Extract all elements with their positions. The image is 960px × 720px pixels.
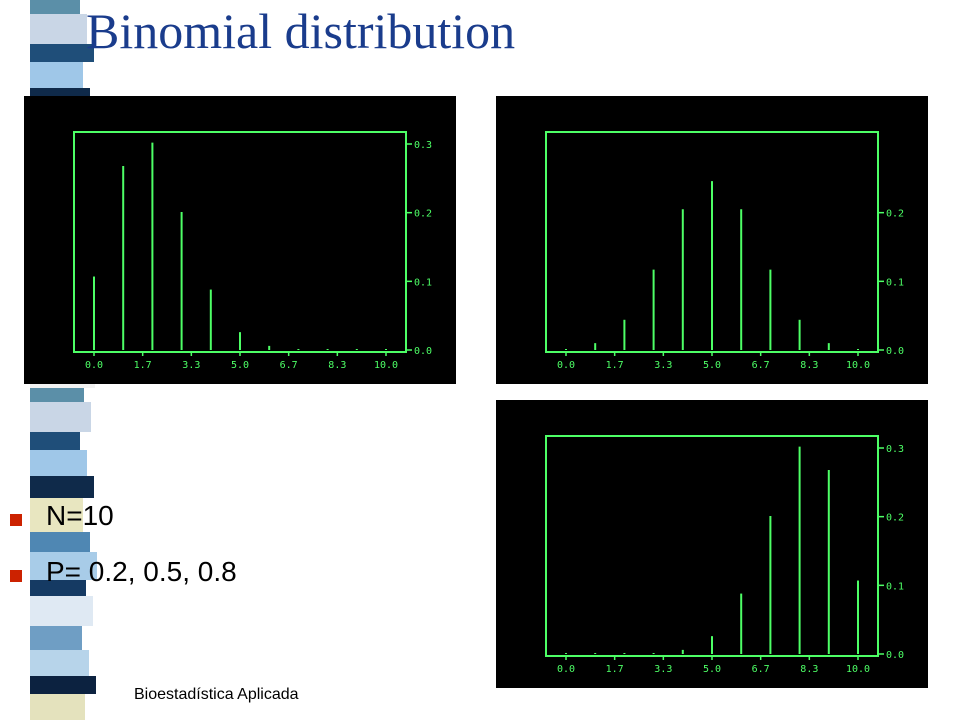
y-tick-label: 0.2 bbox=[414, 209, 432, 220]
chart-panel-p05: 0.0 1.7 3.3 5.0 6.7 8.3 10.0 0.0 0.1 0.2 bbox=[496, 96, 928, 384]
y-tick-label: 0.3 bbox=[886, 444, 904, 455]
y-tick-label: 0.1 bbox=[886, 277, 904, 288]
y-tick-label: 0.2 bbox=[886, 513, 904, 524]
x-tick-label: 10.0 bbox=[374, 360, 398, 371]
chart-panel-p02: 0.0 1.7 3.3 5.0 6.7 8.3 10.0 0.0 0.1 0.2 0.3 bbox=[24, 96, 456, 384]
x-tick-label: 6.7 bbox=[752, 664, 770, 675]
stripe-block bbox=[30, 580, 86, 596]
slide-title: Binomial distribution bbox=[86, 3, 516, 59]
x-tick-label: 6.7 bbox=[752, 360, 770, 371]
stripe-block bbox=[30, 450, 87, 476]
bullet-text-p: P= 0.2, 0.5, 0.8 bbox=[46, 556, 237, 587]
x-tick-label: 8.3 bbox=[800, 360, 818, 371]
y-tick-label: 0.3 bbox=[414, 140, 432, 151]
stripe-block bbox=[30, 402, 91, 432]
y-tick-label: 0.0 bbox=[886, 650, 904, 661]
y-tick-label: 0.2 bbox=[886, 209, 904, 220]
bullet-text-n: N=10 bbox=[46, 500, 114, 531]
x-tick-label: 3.3 bbox=[654, 664, 672, 675]
x-tick-label: 1.7 bbox=[606, 664, 624, 675]
stripe-block bbox=[30, 476, 94, 498]
stripe-block bbox=[30, 694, 85, 720]
stripe-block bbox=[30, 388, 84, 402]
x-tick-label: 1.7 bbox=[134, 360, 152, 371]
stripe-block bbox=[30, 650, 89, 676]
stripe-block bbox=[30, 498, 83, 532]
x-tick-label: 3.3 bbox=[654, 360, 672, 371]
x-tick-label: 1.7 bbox=[606, 360, 624, 371]
footer-text: Bioestadística Aplicada bbox=[134, 686, 299, 703]
x-tick-label: 8.3 bbox=[328, 360, 346, 371]
chart-panel-p08: 0.0 1.7 3.3 5.0 6.7 8.3 10.0 0.0 0.1 0.2 0.3 bbox=[496, 400, 928, 688]
y-tick-label: 0.1 bbox=[886, 581, 904, 592]
y-tick-label: 0.0 bbox=[414, 346, 432, 357]
stripe-block bbox=[30, 676, 96, 694]
stripe-block bbox=[30, 552, 97, 580]
stripe-block bbox=[30, 14, 87, 44]
binomial-chart-p05: 0.0 1.7 3.3 5.0 6.7 8.3 10.0 0.0 0.1 0.2 bbox=[545, 131, 904, 371]
x-tick-label: 5.0 bbox=[703, 664, 721, 675]
bullet-square-icon bbox=[10, 514, 22, 526]
y-tick-label: 0.1 bbox=[414, 277, 432, 288]
stripe-block bbox=[30, 44, 94, 62]
x-tick-label: 0.0 bbox=[557, 664, 575, 675]
binomial-chart-p08: 0.0 1.7 3.3 5.0 6.7 8.3 10.0 0.0 0.1 0.2 0.3 bbox=[545, 435, 904, 675]
stripe-block bbox=[30, 62, 83, 88]
y-tick-label: 0.0 bbox=[886, 346, 904, 357]
x-tick-label: 8.3 bbox=[800, 664, 818, 675]
x-tick-label: 3.3 bbox=[182, 360, 200, 371]
x-tick-label: 6.7 bbox=[280, 360, 298, 371]
x-tick-label: 5.0 bbox=[231, 360, 249, 371]
x-tick-label: 0.0 bbox=[557, 360, 575, 371]
x-tick-label: 0.0 bbox=[85, 360, 103, 371]
stripe-block bbox=[30, 626, 82, 650]
x-tick-label: 5.0 bbox=[703, 360, 721, 371]
bullet-square-icon bbox=[10, 570, 22, 582]
binomial-chart-p02: 0.0 1.7 3.3 5.0 6.7 8.3 10.0 0.0 0.1 0.2 0.3 bbox=[73, 131, 432, 371]
stripe-block bbox=[30, 432, 80, 450]
stripe-block bbox=[30, 532, 90, 552]
x-tick-label: 10.0 bbox=[846, 360, 870, 371]
x-tick-label: 10.0 bbox=[846, 664, 870, 675]
stripe-block bbox=[30, 0, 80, 14]
stripe-block bbox=[30, 596, 93, 626]
